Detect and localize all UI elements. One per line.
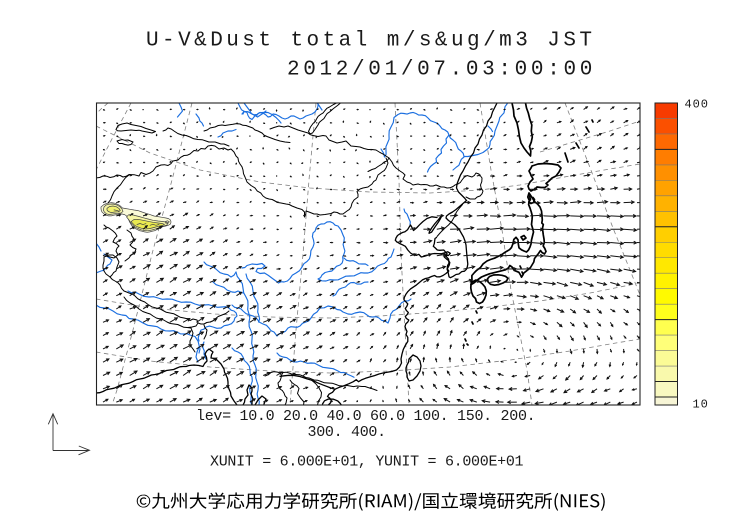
svg-text:10: 10 — [693, 398, 709, 412]
svg-text:2012/01/07.03:00:00: 2012/01/07.03:00:00 — [287, 59, 596, 82]
svg-text:400: 400 — [685, 98, 709, 112]
svg-text:U-V&Dust total m/s&ug/m3 JST: U-V&Dust total m/s&ug/m3 JST — [146, 30, 595, 53]
svg-text:XUNIT = 6.000E+01, YUNIT =: XUNIT = 6.000E+01, YUNIT = 6.000E+01 — [210, 454, 524, 471]
svg-text:300. 400.: 300. 400. — [308, 424, 386, 441]
svg-text:lev= 10.0 20.0 40.0 60.0 100.: lev= 10.0 20.0 40.0 60.0 100. 150. 200. — [196, 408, 535, 425]
